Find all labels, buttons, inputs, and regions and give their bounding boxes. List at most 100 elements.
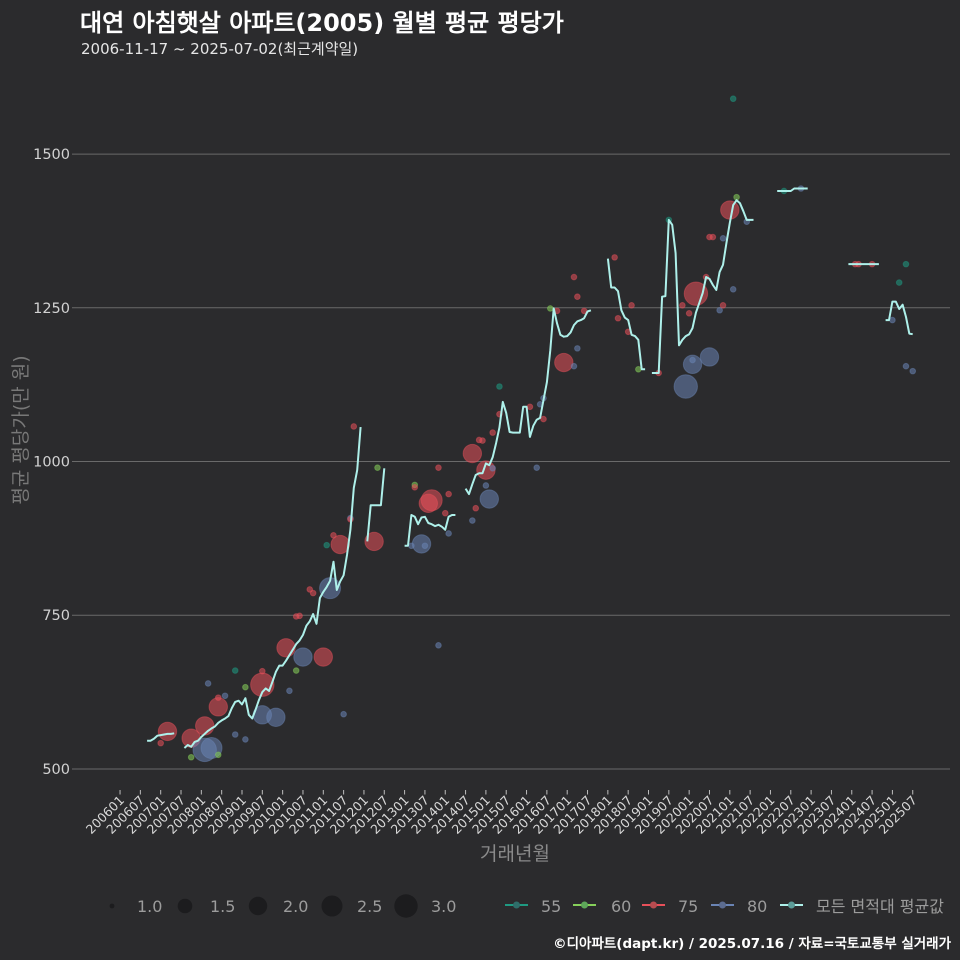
- data-point-area-75: [157, 721, 178, 742]
- data-point-area-80: [489, 464, 496, 472]
- data-point-area-75: [554, 352, 574, 373]
- data-point-area-60: [635, 365, 642, 373]
- data-point-area-55: [729, 95, 737, 103]
- color-legend-label: 80: [747, 897, 767, 916]
- data-point-area-75: [411, 484, 419, 491]
- data-point-area-80: [411, 534, 432, 554]
- data-point-area-80: [682, 354, 703, 375]
- legend-swatch-dot: [719, 901, 726, 909]
- data-point-area-80: [533, 464, 541, 471]
- data-point-area-80: [286, 687, 293, 695]
- average-line-segment: [404, 514, 456, 547]
- data-point-area-80: [421, 542, 429, 550]
- legend-swatch-dot: [788, 901, 795, 909]
- size-legend: 1.0 1.5 2.0 2.5 3.0: [109, 894, 456, 918]
- size-legend-circle: [321, 895, 343, 917]
- data-point-area-75: [157, 739, 164, 747]
- data-point-area-75: [574, 293, 581, 301]
- data-point-area-80: [469, 517, 476, 524]
- data-point-area-55: [895, 279, 903, 286]
- data-point-area-80: [266, 707, 286, 727]
- y-axis: 500 750 1000 1250 1500: [33, 147, 70, 778]
- size-legend-label: 3.0: [431, 897, 456, 916]
- data-point-area-75: [420, 489, 443, 512]
- data-point-area-75: [364, 531, 384, 552]
- chart-title: 대연 아침햇살 아파트(2005) 월별 평균 평당가: [80, 9, 564, 37]
- data-point-area-80: [482, 482, 490, 489]
- data-point-area-80: [435, 642, 442, 649]
- color-legend: 55 60 75 80 모든 면적대 평균값: [505, 897, 944, 916]
- average-line-segment: [606, 258, 646, 371]
- data-point-area-55: [902, 260, 910, 268]
- data-point-area-80: [574, 345, 581, 352]
- data-point-area-75: [570, 273, 578, 281]
- data-point-area-75: [214, 694, 222, 701]
- average-line-segment: [366, 468, 386, 542]
- data-point-area-75: [313, 647, 333, 667]
- y-tick-label: 500: [42, 762, 70, 778]
- y-tick-label: 750: [42, 608, 70, 624]
- data-point-area-80: [909, 367, 917, 375]
- average-line-segment: [651, 199, 754, 374]
- average-line-segment: [464, 307, 592, 496]
- data-point-area-80: [902, 362, 910, 370]
- data-point-area-75: [479, 437, 486, 444]
- size-legend-label: 1.0: [137, 897, 162, 916]
- data-point-area-75: [276, 638, 296, 658]
- legend-swatch-dot: [513, 901, 520, 909]
- data-point-area-55: [323, 541, 330, 549]
- data-point-area-75: [195, 716, 215, 736]
- data-point-area-75: [720, 200, 740, 220]
- data-point-area-60: [733, 193, 740, 201]
- data-point-area-75: [526, 403, 534, 411]
- size-legend-circle: [248, 896, 268, 916]
- data-point-area-80: [242, 736, 249, 743]
- average-price-line: [147, 187, 913, 749]
- data-point-area-75: [540, 415, 547, 423]
- y-tick-label: 1250: [33, 301, 70, 317]
- data-point-area-80: [204, 680, 212, 687]
- data-point-area-75: [330, 531, 337, 539]
- data-point-area-75: [435, 464, 442, 471]
- size-legend-label: 2.5: [357, 897, 382, 916]
- data-point-area-80: [479, 489, 499, 509]
- data-point-area-75: [628, 302, 635, 309]
- data-point-area-60: [546, 305, 554, 312]
- size-legend-circle: [394, 894, 418, 918]
- data-point-area-75: [462, 443, 483, 464]
- data-point-area-75: [306, 586, 314, 593]
- data-point-area-60: [187, 753, 195, 761]
- y-tick-label: 1000: [33, 455, 70, 471]
- gridlines: [72, 153, 950, 770]
- legend-swatch-dot: [581, 901, 588, 909]
- data-point-area-60: [292, 667, 300, 674]
- size-legend-label: 1.5: [210, 897, 235, 916]
- color-legend-label: 75: [678, 897, 698, 916]
- data-point-area-60: [214, 751, 222, 759]
- data-point-area-75: [476, 460, 496, 480]
- data-point-area-75: [709, 233, 717, 241]
- average-line-segment: [885, 300, 913, 336]
- source-caption: ©디아파트(dapt.kr) / 2025.07.16 / 자료=국토교통부 실…: [553, 935, 951, 952]
- data-point-area-80: [340, 710, 347, 718]
- data-point-area-80: [699, 347, 720, 367]
- data-point-area-75: [719, 302, 727, 309]
- data-point-area-80: [570, 362, 578, 370]
- data-point-area-75: [683, 281, 709, 306]
- data-point-area-75: [472, 504, 480, 512]
- color-legend-label: 55: [541, 897, 561, 916]
- data-point-area-75: [259, 667, 266, 675]
- data-point-area-75: [350, 423, 358, 430]
- legend-swatch-dot: [650, 901, 657, 909]
- data-point-area-60: [242, 683, 249, 691]
- y-tick-label: 1500: [33, 147, 70, 163]
- data-point-area-75: [330, 534, 350, 555]
- data-point-area-80: [689, 356, 696, 364]
- data-point-area-80: [221, 692, 229, 700]
- data-point-area-75: [489, 429, 496, 436]
- data-point-area-80: [716, 306, 723, 314]
- color-legend-label: 60: [611, 897, 631, 916]
- data-point-area-55: [496, 383, 503, 390]
